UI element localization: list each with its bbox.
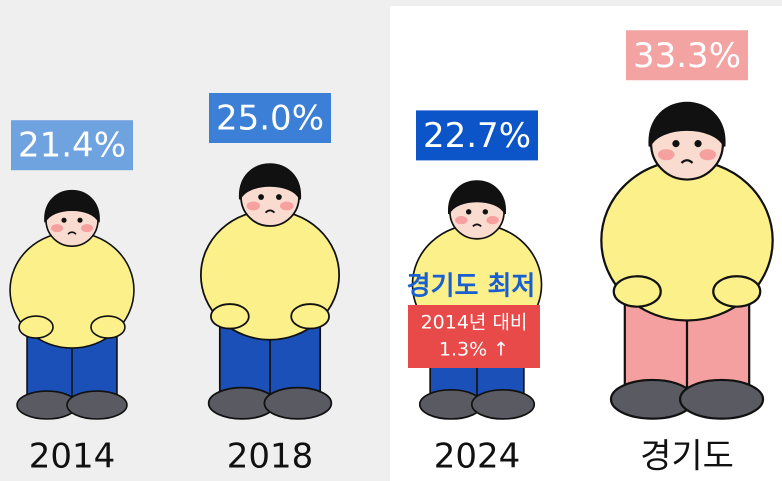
x-tick-label: 경기도: [640, 437, 734, 477]
value-label: 25.0%: [216, 99, 324, 139]
eye: [77, 217, 83, 223]
eye: [61, 217, 67, 223]
hand: [612, 275, 662, 308]
hand: [712, 275, 762, 308]
hair: [448, 180, 506, 215]
hair: [648, 101, 726, 147]
value-label: 21.4%: [18, 126, 126, 166]
eye: [694, 140, 702, 148]
value-label-box: [416, 110, 538, 161]
eye: [482, 209, 489, 215]
hand: [210, 303, 250, 330]
x-tick-label: 2014: [29, 437, 116, 477]
hand: [18, 315, 54, 339]
eye: [276, 194, 282, 200]
foot: [470, 388, 536, 420]
mouth: [680, 159, 694, 164]
value-label: 22.7%: [423, 116, 531, 156]
cheek: [657, 149, 675, 161]
foot: [263, 386, 333, 420]
cheek: [246, 201, 260, 211]
cheek: [455, 215, 468, 225]
annotation-line: 1.3% ↑: [439, 339, 509, 361]
figure: [199, 163, 341, 420]
cheek: [486, 215, 499, 225]
cheek: [699, 149, 717, 161]
annotation-box: [408, 305, 540, 368]
value-label-box: [209, 93, 331, 143]
eye: [672, 140, 680, 148]
figure: [600, 101, 774, 420]
foot: [678, 378, 765, 420]
cheek: [51, 224, 64, 233]
annotation-title: 경기도 최저: [407, 272, 536, 302]
value-label-box: [626, 30, 748, 81]
mouth: [472, 223, 482, 228]
cheek: [80, 224, 93, 233]
mouth: [264, 209, 276, 214]
x-tick-label: 2018: [227, 437, 314, 477]
hair: [238, 163, 302, 200]
mouth: [67, 231, 77, 235]
hand: [290, 303, 330, 330]
hair: [44, 190, 100, 223]
foot: [66, 390, 128, 420]
hand: [90, 315, 126, 339]
eye: [258, 194, 264, 200]
figure: [9, 190, 135, 420]
eye: [465, 209, 472, 215]
annotation-line: 2014년 대비: [421, 312, 528, 334]
x-tick-label: 2024: [434, 437, 521, 477]
cheek: [280, 201, 294, 211]
value-label: 33.3%: [633, 36, 741, 76]
value-label-box: [11, 120, 133, 171]
